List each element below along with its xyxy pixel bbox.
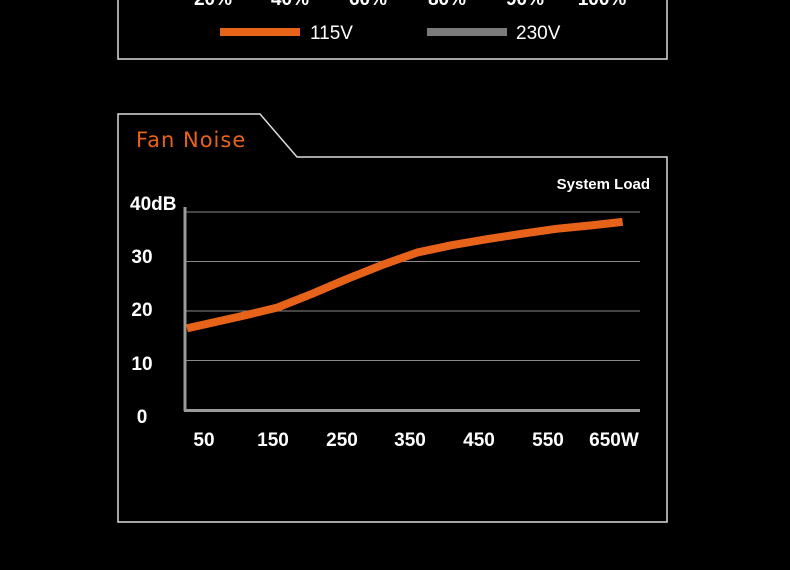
top-panel-frame [117,0,668,60]
x-tick-label: 50 [193,430,214,451]
x-axis-label: System Load [557,176,650,193]
y-tick-labels: 0 10 20 30 40dB [130,194,176,428]
x-tick-label: 650W [589,430,639,451]
legend-label-115v: 115V [310,23,353,44]
y-tick-label: 30 [131,247,152,268]
series-line [186,217,624,333]
gridlines [185,211,640,361]
top-tick-label: 20% [194,0,232,10]
top-tick-label: 100% [578,0,627,10]
x-tick-label: 250 [326,430,358,451]
y-tick-label: 20 [131,300,152,321]
legend-swatch-230v [427,28,507,36]
top-tick-label: 40% [271,0,309,10]
series-group [186,217,624,333]
panel-title: Fan Noise [136,128,246,152]
fan-noise-panel: Fan Noise System Load 0 10 20 30 40dB 50 150 2… [117,113,668,523]
x-tick-label: 550 [532,430,564,451]
fan-noise-panel-frame [117,113,668,523]
top-tick-label: 80% [428,0,466,10]
legend-swatch-115v [220,28,300,36]
y-tick-label: 0 [137,407,148,428]
top-partial-tick-labels: 20% 40% 60% 80% 90% 100% [194,0,626,10]
top-panel: 20% 40% 60% 80% 90% 100% 115V 230V [117,0,668,60]
top-tick-label: 90% [506,0,544,10]
x-tick-label: 350 [394,430,426,451]
y-tick-label: 10 [131,354,152,375]
y-tick-label: 40dB [130,194,176,215]
x-tick-labels: 50 150 250 350 450 550 650W [193,430,638,451]
x-tick-label: 450 [463,430,495,451]
x-tick-label: 150 [257,430,289,451]
top-tick-label: 60% [349,0,387,10]
legend-label-230v: 230V [516,23,561,44]
